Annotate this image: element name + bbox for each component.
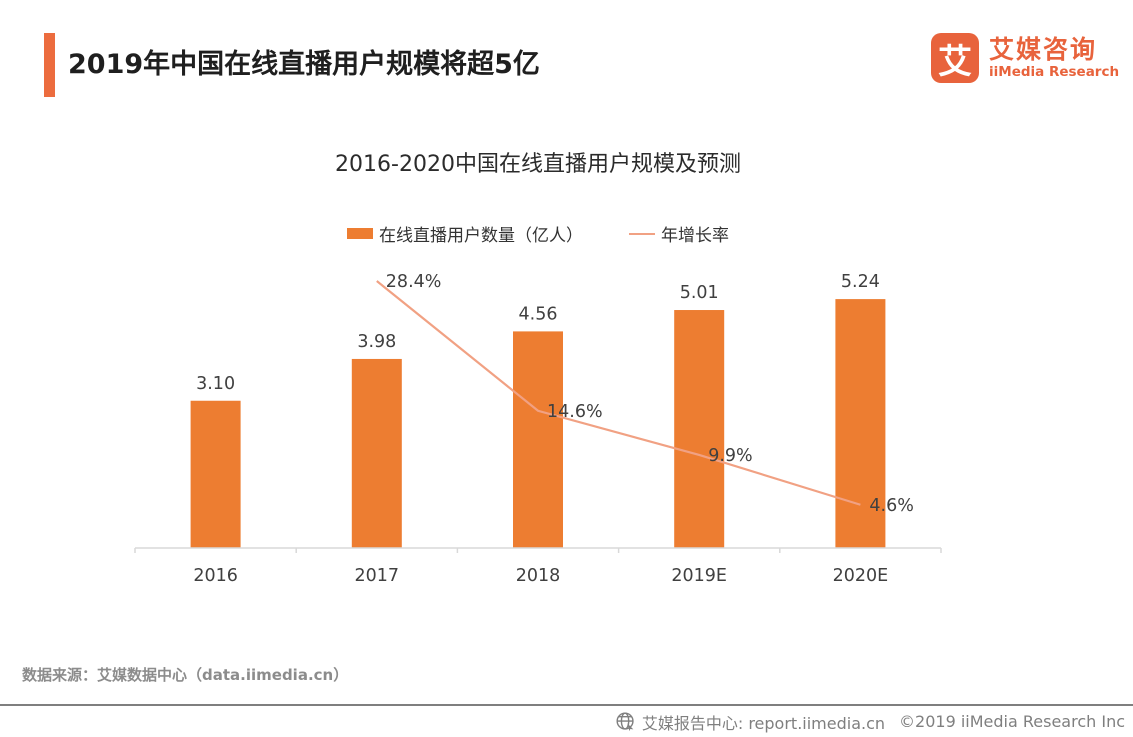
bar-value-label: 4.56 — [519, 304, 558, 324]
growth-rate-label: 9.9% — [708, 446, 752, 466]
bar-series-swatch-icon — [347, 228, 373, 239]
footer-bar: 艾媒报告中心: report.iimedia.cn ©2019 iiMedia … — [0, 704, 1133, 737]
legend-label-bar-series: 在线直播用户数量（亿人） — [379, 226, 583, 246]
bar-2017 — [351, 358, 402, 548]
footer-copyright: ©2019 iiMedia Research Inc — [899, 712, 1125, 731]
data-source-note: 数据来源：艾媒数据中心（data.iimedia.cn） — [22, 666, 349, 684]
legend-item-line-series: 年增长率 — [629, 221, 729, 246]
growth-rate-line — [376, 280, 861, 506]
x-axis-label-2017: 2017 — [355, 566, 400, 586]
iimedia-logo: 艾 艾媒咨询 iiMedia Research — [931, 33, 1119, 83]
logo-brand-en: iiMedia Research — [989, 64, 1120, 81]
x-axis-label-2020E: 2020E — [833, 566, 889, 586]
legend-item-bar-series: 在线直播用户数量（亿人） — [347, 221, 583, 246]
bar-2020E — [835, 299, 886, 548]
x-axis-label-2016: 2016 — [193, 566, 238, 586]
page-title: 2019年中国在线直播用户规模将超5亿 — [68, 49, 540, 80]
legend-label-line-series: 年增长率 — [661, 226, 729, 246]
bar-2018 — [513, 331, 563, 548]
growth-rate-label: 4.6% — [869, 496, 913, 516]
logo-brand-cn: 艾媒咨询 — [989, 34, 1098, 64]
bar-2019E — [674, 310, 725, 548]
bar-value-label: 5.01 — [680, 283, 719, 303]
bar-2016 — [190, 400, 241, 548]
line-series-swatch-icon — [629, 232, 655, 235]
x-axis-label-2019E: 2019E — [671, 566, 727, 586]
growth-rate-label: 14.6% — [547, 402, 603, 422]
logo-wordmark: 艾媒咨询 iiMedia Research — [989, 34, 1120, 81]
growth-rate-label: 28.4% — [386, 272, 442, 292]
bar-value-label: 3.98 — [357, 332, 396, 352]
globe-icon — [615, 711, 636, 732]
title-accent-bar — [44, 33, 55, 97]
bar-value-label: 5.24 — [841, 272, 880, 292]
bar-value-label: 3.10 — [196, 374, 235, 394]
footer-report-center: 艾媒报告中心: report.iimedia.cn — [641, 713, 886, 733]
chart-title: 2016-2020中国在线直播用户规模及预测 — [335, 152, 741, 177]
iimedia-logo-icon: 艾 — [931, 33, 979, 83]
chart-legend: 在线直播用户数量（亿人） 年增长率 — [135, 221, 941, 246]
x-axis-label-2018: 2018 — [516, 566, 561, 586]
